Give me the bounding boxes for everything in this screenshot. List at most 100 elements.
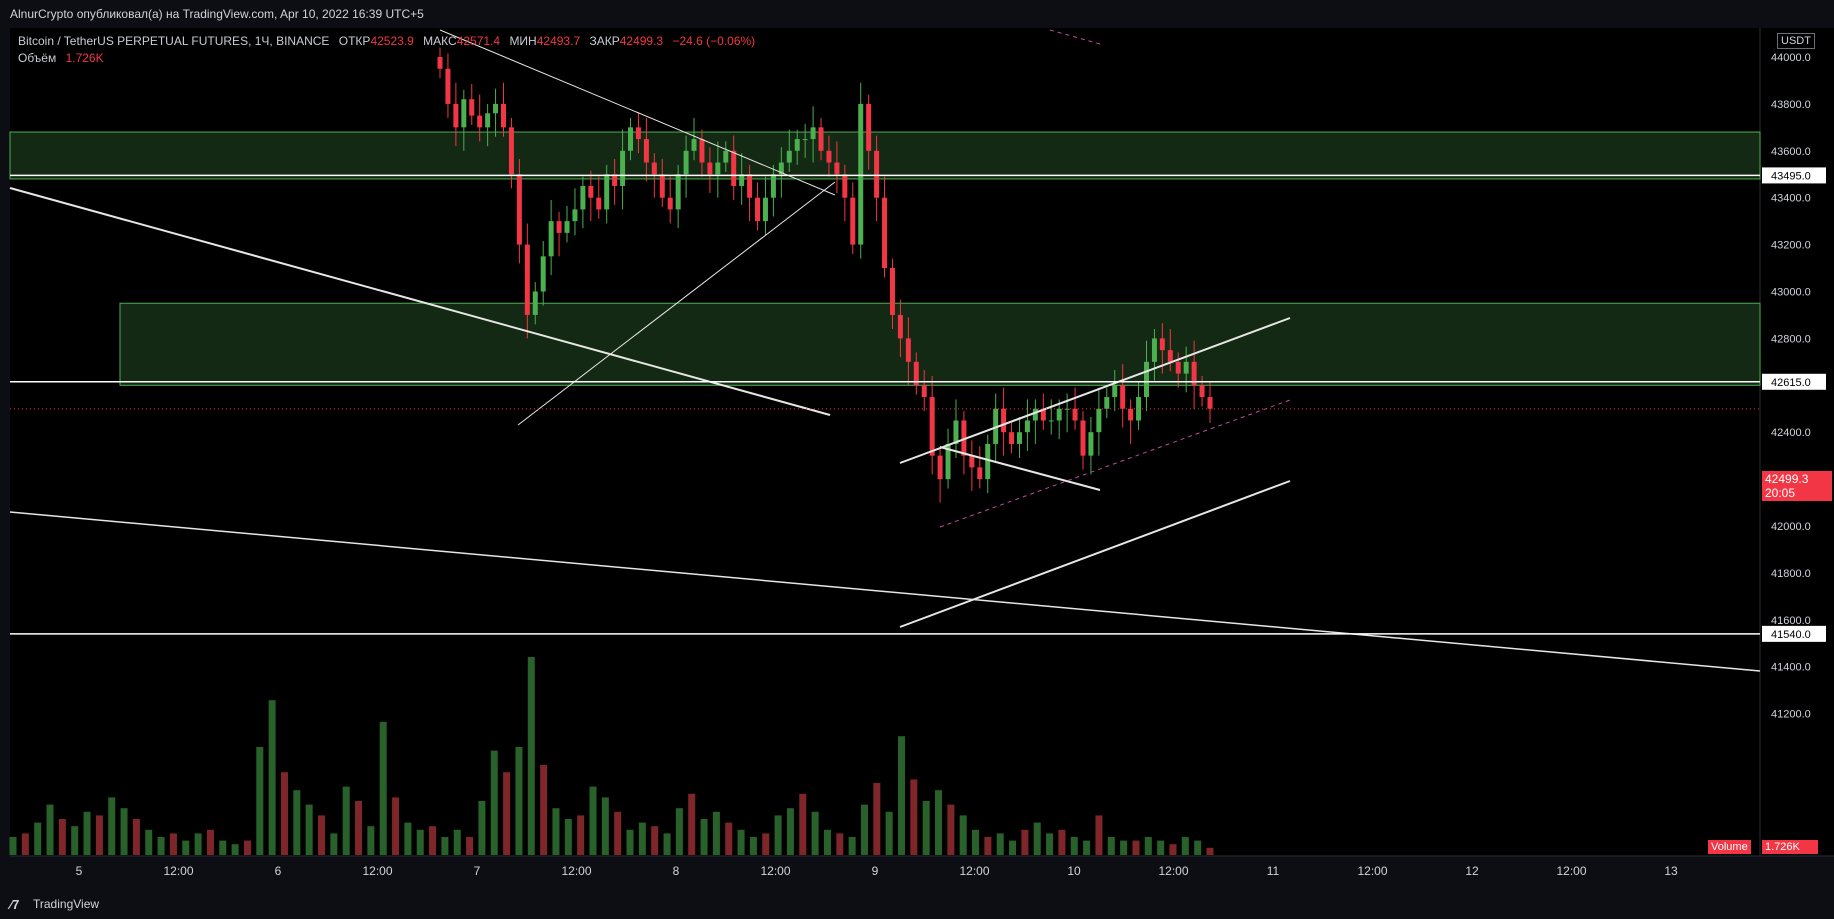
trend-line[interactable]: [517, 181, 836, 426]
currency-badge[interactable]: USDT: [1777, 33, 1815, 49]
candle-body: [1080, 420, 1086, 456]
volume-bar: [1070, 837, 1078, 855]
volume-bar: [9, 837, 17, 855]
trend-line[interactable]: [899, 480, 1291, 628]
volume-bar: [848, 837, 856, 855]
candle-body: [1112, 385, 1118, 398]
candle-body: [810, 127, 816, 140]
symbol-legend: Bitcoin / TetherUS PERPETUAL FUTURES, 1Ч…: [18, 34, 755, 48]
candle-body: [588, 185, 594, 198]
volume-bar: [675, 808, 683, 855]
last-price-value: 42499.3: [1765, 472, 1809, 486]
dashed-channel-line[interactable]: [939, 399, 1291, 528]
candle-body: [477, 115, 483, 128]
candle-body: [921, 385, 927, 398]
y-tick-label: 43600.0: [1771, 146, 1811, 158]
volume-bar: [614, 811, 622, 855]
change-value: −24.6 (−0.06%): [672, 34, 756, 48]
trend-line[interactable]: [9, 187, 831, 416]
candle-body: [874, 150, 880, 198]
candle-body: [1016, 432, 1022, 444]
candle-body: [461, 99, 467, 128]
volume-bar: [157, 837, 165, 855]
trend-line[interactable]: [9, 511, 1761, 672]
candle-body: [1159, 338, 1165, 351]
candle-body: [628, 127, 634, 151]
candle-body: [493, 103, 499, 114]
volume-bar: [71, 826, 79, 855]
volume-bar: [638, 822, 646, 855]
candle-body: [913, 361, 919, 386]
level-price-marker: [1762, 625, 1826, 642]
level-price-marker: [1762, 167, 1826, 184]
x-tick-label: 10: [1067, 864, 1081, 878]
x-tick-label: 13: [1664, 864, 1678, 878]
candle-body: [1024, 420, 1030, 433]
candle-body: [508, 127, 514, 175]
candle-body: [540, 256, 546, 292]
volume-bar: [577, 815, 585, 855]
x-tick-label: 12:00: [1556, 864, 1586, 878]
candle-body: [739, 174, 745, 186]
volume-bar: [996, 833, 1004, 855]
candle-body: [437, 57, 443, 69]
candle-body: [961, 420, 967, 456]
volume-bar: [95, 815, 103, 855]
volume-bar: [774, 815, 782, 855]
low-label: МИН: [509, 34, 537, 48]
trend-line[interactable]: [899, 317, 1291, 464]
candle-body: [620, 150, 626, 186]
candle-body: [548, 221, 554, 257]
volume-bar: [885, 811, 893, 855]
footer: ⁄7 TradingView: [0, 890, 1834, 919]
candle-body: [667, 197, 673, 210]
candle-body: [1128, 408, 1134, 421]
volume-bar: [1058, 829, 1066, 855]
publish-info: AlnurCrypto опубликовал(а) на TradingVie…: [10, 7, 424, 21]
x-tick-label: 11: [1267, 864, 1280, 878]
x-tick-label: 9: [872, 864, 879, 878]
x-tick-label: 12:00: [1158, 864, 1188, 878]
volume-bar: [1120, 840, 1128, 855]
volume-bar: [169, 833, 177, 855]
y-tick-label: 43200.0: [1771, 240, 1811, 252]
candle-body: [1032, 408, 1038, 421]
volume-bar: [305, 804, 313, 855]
volume-bar: [280, 772, 288, 855]
candle-body: [850, 197, 856, 245]
volume-bar: [947, 804, 955, 855]
candle-body: [826, 150, 832, 163]
x-tick-label: 12:00: [163, 864, 193, 878]
low-value: 42493.7: [536, 34, 581, 48]
y-tick-label: 44000.0: [1771, 52, 1811, 64]
trend-line[interactable]: [439, 29, 836, 196]
candle-body: [897, 314, 903, 339]
volume-bar: [712, 811, 720, 855]
candle-body: [485, 113, 491, 128]
trend-line[interactable]: [939, 446, 1101, 491]
candle-body: [1183, 361, 1189, 374]
close-label: ЗАКР: [589, 34, 620, 48]
x-tick-label: 12:00: [1357, 864, 1387, 878]
volume-bar: [466, 837, 474, 855]
volume-bar: [1083, 840, 1091, 855]
volume-bar: [1206, 847, 1214, 855]
dashed-channel-line[interactable]: [1049, 29, 1101, 45]
candle-body: [675, 174, 681, 210]
candle-body: [596, 197, 602, 210]
volume-bar: [46, 804, 54, 855]
candle-body: [683, 150, 689, 175]
candle-body: [770, 174, 776, 198]
candle-body: [580, 185, 586, 210]
volume-bar: [83, 811, 91, 855]
open-value: 42523.9: [370, 34, 414, 48]
candle-body: [501, 103, 507, 128]
volume-bar: [959, 815, 967, 855]
volume-bar: [231, 844, 239, 855]
candle-body: [937, 455, 943, 480]
candle-body: [691, 139, 697, 151]
candle-body: [945, 443, 951, 480]
candle-body: [1096, 408, 1102, 433]
volume-bar: [453, 829, 461, 855]
